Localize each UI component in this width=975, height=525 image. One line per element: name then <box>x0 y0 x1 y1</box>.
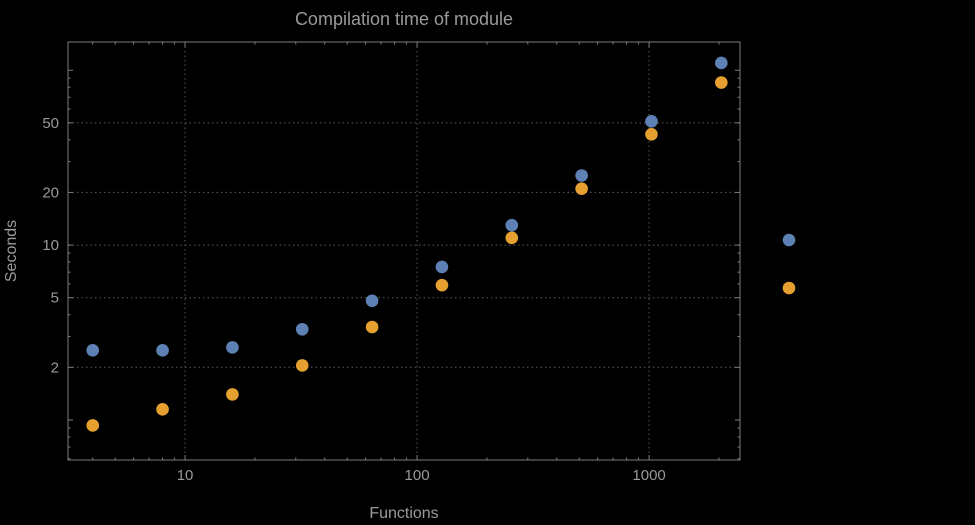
legend-marker-series-2 <box>782 281 796 295</box>
x-tick-label: 1000 <box>632 467 665 484</box>
data-point-series-2 <box>156 403 169 416</box>
plot-frame <box>67 41 741 461</box>
data-point-series-1 <box>575 169 588 182</box>
data-point-series-2 <box>715 76 728 89</box>
data-point-series-2 <box>365 320 379 334</box>
data-points <box>86 56 728 432</box>
data-point-series-2 <box>435 278 449 292</box>
y-tick-label: 5 <box>51 290 59 307</box>
gridlines <box>68 42 740 460</box>
data-point-series-2 <box>575 182 588 196</box>
data-point-series-1 <box>365 294 379 308</box>
y-tick-label: 50 <box>42 115 59 132</box>
data-point-series-2 <box>86 419 100 432</box>
data-point-series-1 <box>226 341 239 354</box>
data-point-series-1 <box>505 218 519 232</box>
y-tick-label: 10 <box>42 237 59 254</box>
axis-ticks <box>68 42 740 460</box>
chart-title: Compilation time of module <box>295 9 513 29</box>
x-tick-label: 100 <box>405 467 430 484</box>
legend <box>782 233 796 295</box>
data-point-series-2 <box>645 128 658 141</box>
data-point-series-1 <box>435 260 449 274</box>
data-point-series-2 <box>295 359 309 372</box>
data-point-series-2 <box>505 231 519 245</box>
data-point-series-1 <box>295 322 309 336</box>
legend-marker-series-1 <box>782 233 796 247</box>
y-tick-label: 20 <box>42 184 59 201</box>
data-point-series-2 <box>226 388 239 401</box>
tick-labels: 10 100 1000 2 5 10 20 50 <box>42 115 665 484</box>
x-axis-label: Functions <box>369 505 438 522</box>
y-tick-label: 2 <box>51 359 59 376</box>
x-tick-label: 10 <box>177 467 194 484</box>
data-point-series-1 <box>156 344 169 357</box>
data-point-series-1 <box>86 344 100 357</box>
y-axis-label: Seconds <box>3 220 20 282</box>
data-point-series-1 <box>715 56 728 70</box>
data-point-series-1 <box>645 115 658 128</box>
